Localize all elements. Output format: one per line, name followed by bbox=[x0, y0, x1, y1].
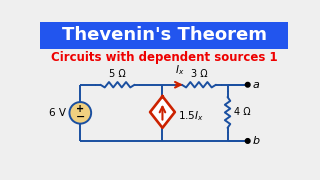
Text: 4 Ω: 4 Ω bbox=[234, 107, 250, 118]
Polygon shape bbox=[150, 96, 175, 128]
Text: 3 Ω: 3 Ω bbox=[191, 69, 207, 79]
Text: 6 V: 6 V bbox=[49, 108, 66, 118]
Text: +: + bbox=[76, 104, 84, 114]
Circle shape bbox=[245, 82, 250, 87]
Text: $I_x$: $I_x$ bbox=[175, 63, 184, 77]
Text: Thevenin's Theorem: Thevenin's Theorem bbox=[61, 26, 267, 44]
Circle shape bbox=[69, 102, 91, 124]
Text: a: a bbox=[252, 80, 259, 90]
FancyBboxPatch shape bbox=[40, 22, 288, 49]
Circle shape bbox=[245, 139, 250, 143]
Text: b: b bbox=[252, 136, 260, 146]
Text: $1.5I_x$: $1.5I_x$ bbox=[178, 109, 204, 123]
Text: Circuits with dependent sources 1: Circuits with dependent sources 1 bbox=[51, 51, 277, 64]
Text: −: − bbox=[76, 112, 85, 122]
Text: 5 Ω: 5 Ω bbox=[109, 69, 126, 79]
